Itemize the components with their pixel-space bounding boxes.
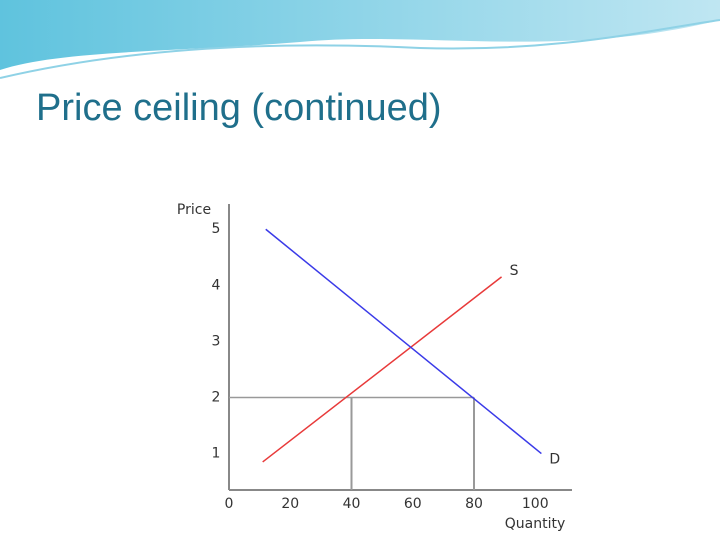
- x-tick-label: 20: [281, 496, 299, 512]
- header-stroke: [0, 19, 720, 79]
- y-tick-label: 2: [212, 389, 221, 405]
- y-tick-label: 1: [212, 446, 221, 462]
- x-tick-label: 40: [343, 496, 361, 512]
- x-tick-label: 100: [522, 496, 549, 512]
- curve-label: S: [510, 263, 519, 279]
- x-axis-label: Quantity: [505, 516, 566, 532]
- curve: [262, 276, 503, 463]
- y-axis-label: Price: [177, 202, 211, 218]
- chart: 1 2 3 4 5 0 20 40 60 80 100 Price Quantity S D: [177, 202, 572, 532]
- slide-title: Price ceiling (continued): [36, 87, 442, 129]
- curve-label: D: [549, 452, 560, 468]
- x-tick-label: 80: [465, 496, 483, 512]
- y-tick-label: 5: [212, 221, 221, 237]
- y-tick-label: 3: [212, 333, 221, 349]
- x-tick-label: 60: [404, 496, 422, 512]
- header-wave: [0, 0, 720, 70]
- x-tick-label: 0: [225, 496, 234, 512]
- curve: [265, 228, 542, 455]
- y-tick-label: 4: [212, 277, 221, 293]
- chart-background: [138, 190, 580, 540]
